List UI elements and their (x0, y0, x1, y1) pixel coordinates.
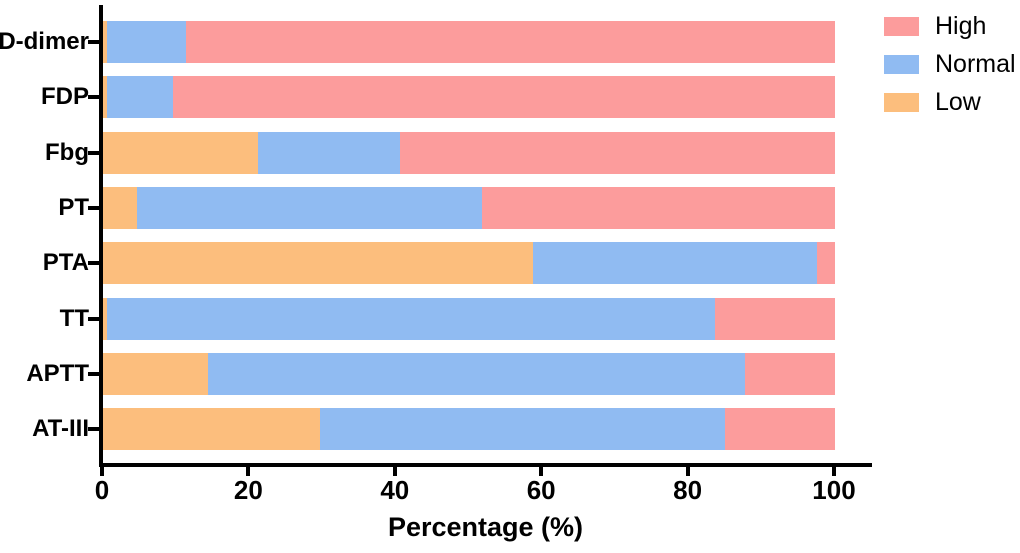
bar-segment-fdp-low (103, 76, 107, 119)
y-axis-label-fbg: Fbg (45, 138, 89, 166)
bar-segment-pt-low (103, 186, 137, 229)
x-axis-spine (99, 463, 872, 467)
y-axis-label-at-iii: AT-III (32, 415, 89, 443)
x-tick-0 (100, 467, 104, 476)
x-tick-label-80: 80 (673, 475, 703, 505)
bar-segment-tt-high (714, 297, 835, 340)
bar-row-pta (103, 242, 835, 285)
bar-segment-fbg-high (400, 131, 835, 174)
legend-label-normal: Normal (935, 50, 1016, 78)
y-tick-at-iii (88, 427, 99, 432)
y-axis-label-tt: TT (59, 304, 89, 332)
bar-row-aptt (103, 352, 835, 395)
bar-segment-fbg-normal (258, 131, 401, 174)
x-tick-20 (246, 467, 251, 476)
bar-row-fbg (103, 131, 835, 174)
bar-segment-d-dimer-high (185, 21, 835, 63)
bar-segment-tt-low (103, 297, 107, 340)
bar-segment-pt-high (482, 186, 835, 229)
legend-item-normal: Normal (884, 48, 1016, 80)
bar-segment-pt-normal (136, 186, 483, 229)
bar-row-d-dimer (103, 21, 835, 63)
legend-swatch-normal (884, 54, 919, 74)
y-axis-label-d-dimer: D-dimer (0, 28, 89, 55)
legend-label-low: Low (935, 88, 981, 116)
bar-segment-fbg-low (103, 131, 259, 174)
bar-segment-at-iii-normal (319, 408, 726, 451)
x-tick-40 (392, 467, 397, 476)
y-tick-fbg (88, 150, 99, 155)
bar-segment-at-iii-low (103, 408, 320, 451)
x-tick-100 (832, 467, 836, 476)
x-axis-title: Percentage (%) (387, 512, 584, 542)
x-tick-label-0: 0 (94, 475, 110, 505)
bar-row-fdp (103, 76, 835, 119)
legend: High Normal Low (884, 10, 1016, 124)
bar-segment-fdp-high (173, 76, 835, 119)
y-tick-fdp (88, 95, 99, 100)
legend-item-high: High (884, 10, 1016, 42)
x-tick-label-20: 20 (233, 475, 263, 505)
bar-segment-pta-low (103, 242, 533, 285)
y-axis-label-aptt: APTT (26, 359, 89, 387)
x-tick-label-100: 100 (812, 475, 856, 505)
legend-swatch-high (884, 16, 919, 36)
bar-segment-fdp-normal (106, 76, 174, 119)
y-tick-d-dimer (88, 40, 99, 44)
y-axis-spine (99, 5, 103, 467)
bar-row-pt (103, 186, 835, 229)
y-axis-label-pt: PT (58, 193, 89, 221)
legend-label-high: High (935, 12, 987, 40)
bar-segment-pta-normal (532, 242, 817, 285)
y-tick-pta (88, 261, 99, 266)
x-tick-label-40: 40 (380, 475, 410, 505)
bar-row-tt (103, 297, 835, 340)
bar-segment-aptt-low (103, 352, 208, 395)
bar-segment-d-dimer-normal (106, 21, 186, 63)
bar-segment-aptt-normal (207, 352, 745, 395)
y-tick-aptt (88, 371, 99, 376)
y-axis-label-fdp: FDP (41, 83, 89, 111)
bar-segment-aptt-high (744, 352, 835, 395)
bar-segment-pta-high (816, 242, 835, 285)
x-tick-80 (685, 467, 690, 476)
y-axis-label-pta: PTA (42, 249, 89, 277)
y-tick-tt (88, 316, 99, 321)
bar-segment-d-dimer-low (103, 21, 107, 63)
legend-swatch-low (884, 92, 919, 112)
y-tick-pt (88, 205, 99, 210)
bar-segment-tt-normal (106, 297, 715, 340)
legend-item-low: Low (884, 86, 1016, 118)
bar-segment-at-iii-high (725, 408, 835, 451)
x-tick-label-60: 60 (526, 475, 556, 505)
x-tick-60 (539, 467, 544, 476)
bar-row-at-iii (103, 408, 835, 451)
